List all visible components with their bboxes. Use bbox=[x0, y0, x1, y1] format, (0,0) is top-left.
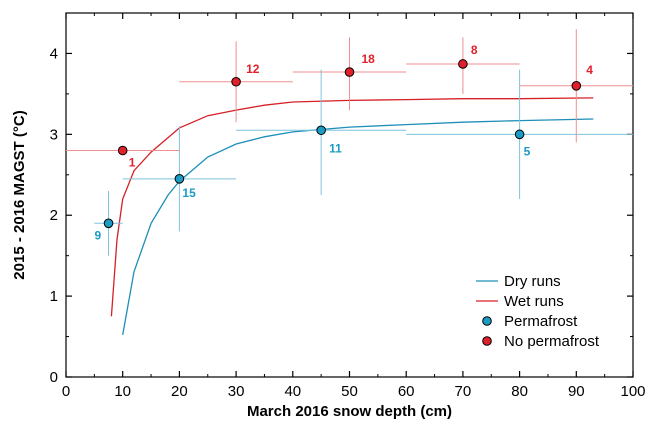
no-permafrost-point-label: 8 bbox=[471, 43, 478, 57]
permafrost-point-label: 9 bbox=[95, 228, 102, 242]
y-tick-label: 2 bbox=[50, 207, 58, 224]
wet-runs-curve bbox=[110, 97, 594, 317]
x-tick-label: 0 bbox=[62, 383, 70, 400]
no-permafrost-point bbox=[117, 145, 128, 156]
legend-no-permafrost-swatch bbox=[482, 336, 492, 346]
y-tick-label: 4 bbox=[50, 45, 58, 62]
permafrost-point bbox=[316, 125, 326, 136]
no-permafrost-point bbox=[458, 59, 468, 69]
x-tick-label: 100 bbox=[620, 383, 645, 400]
legend-permafrost-label: Permafrost bbox=[504, 313, 578, 330]
permafrost-point-label: 15 bbox=[182, 186, 196, 200]
legend-wet-runs-label: Wet runs bbox=[504, 293, 564, 310]
legend-permafrost-swatch bbox=[482, 316, 492, 326]
x-tick-label: 10 bbox=[114, 383, 131, 400]
x-tick-label: 30 bbox=[228, 383, 245, 400]
permafrost-point-label: 11 bbox=[329, 141, 342, 155]
legend-no-permafrost-label: No permafrost bbox=[504, 333, 600, 350]
legend: Dry runs Wet runs Permafrost No permafrost bbox=[476, 273, 600, 350]
data-points: 9 15 11 5 1 12 18 8 4 bbox=[66, 29, 633, 256]
x-tick-label: 80 bbox=[511, 383, 528, 400]
no-permafrost-point bbox=[571, 81, 582, 91]
permafrost-point bbox=[103, 218, 114, 229]
no-permafrost-point-label: 12 bbox=[246, 62, 260, 76]
no-permafrost-point-label: 18 bbox=[362, 52, 376, 66]
no-permafrost-point-label: 1 bbox=[129, 156, 136, 170]
legend-dry-runs-label: Dry runs bbox=[504, 273, 561, 290]
dry-runs-curve bbox=[122, 118, 594, 336]
x-tick-label: 70 bbox=[455, 383, 472, 400]
permafrost-point-label: 5 bbox=[524, 144, 531, 158]
x-axis-title: March 2016 snow depth (cm) bbox=[247, 403, 452, 420]
y-tick-label: 3 bbox=[50, 126, 58, 143]
x-tick-label: 90 bbox=[568, 383, 585, 400]
no-permafrost-point-label: 4 bbox=[586, 63, 593, 77]
x-tick-label: 20 bbox=[171, 383, 188, 400]
x-tick-label: 60 bbox=[398, 383, 415, 400]
permafrost-point bbox=[174, 174, 185, 184]
no-permafrost-point bbox=[344, 67, 355, 77]
x-tick-label: 40 bbox=[284, 383, 301, 400]
permafrost-point bbox=[514, 129, 525, 140]
fit-curves bbox=[110, 97, 594, 336]
y-tick-label: 0 bbox=[50, 369, 58, 386]
y-axis-title: 2015 - 2016 MAGST (°C) bbox=[11, 110, 28, 279]
x-tick-label: 50 bbox=[341, 383, 358, 400]
y-tick-label: 1 bbox=[50, 288, 58, 305]
no-permafrost-point bbox=[231, 76, 241, 87]
